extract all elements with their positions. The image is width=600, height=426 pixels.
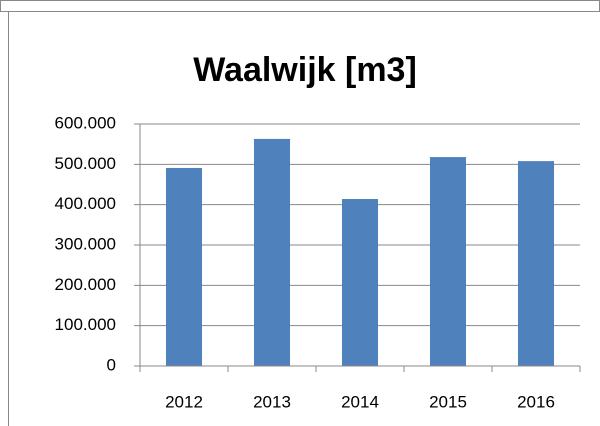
x-tick-label: 2013 xyxy=(253,392,291,411)
frame-top xyxy=(0,0,600,12)
x-tick-label: 2016 xyxy=(517,392,555,411)
bar xyxy=(253,138,291,366)
bar xyxy=(341,199,379,366)
y-tick-label: 600.000 xyxy=(55,113,116,132)
chart-title: Waalwijk [m3] xyxy=(193,51,417,89)
bar xyxy=(165,167,203,366)
y-tick-label: 0 xyxy=(107,355,116,374)
y-tick-label: 200.000 xyxy=(55,275,116,294)
y-tick-label: 400.000 xyxy=(55,194,116,213)
x-tick-label: 2014 xyxy=(341,392,379,411)
y-tick-label: 100.000 xyxy=(55,315,116,334)
y-tick-label: 500.000 xyxy=(55,154,116,173)
frame xyxy=(8,11,600,426)
y-tick-label: 300.000 xyxy=(55,234,116,253)
x-tick-label: 2015 xyxy=(429,392,467,411)
bar xyxy=(429,157,467,366)
x-tick-label: 2012 xyxy=(165,392,203,411)
bar xyxy=(517,161,555,366)
